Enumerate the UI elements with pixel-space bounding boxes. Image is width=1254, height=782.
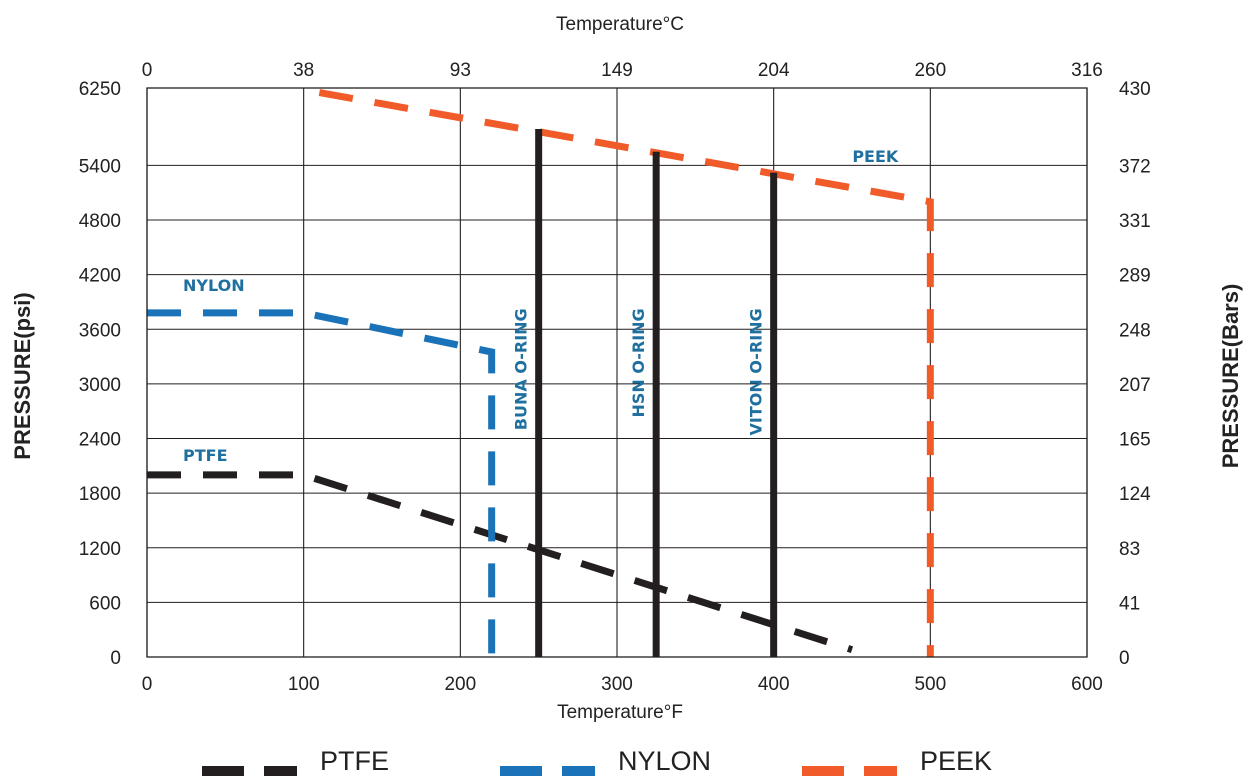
o-ring-label: HSN O-RING bbox=[629, 308, 648, 417]
series-layer bbox=[147, 89, 934, 657]
x-tick-label: 400 bbox=[758, 674, 790, 695]
y-tick-label: 3600 bbox=[79, 320, 121, 341]
legend-item-ptfe: PTFE bbox=[202, 746, 389, 776]
series-label-peek: PEEK bbox=[852, 147, 899, 166]
y2-tick-label: 41 bbox=[1119, 593, 1140, 614]
series-line-ptfe bbox=[147, 471, 854, 654]
x-tick-label: 100 bbox=[288, 674, 320, 695]
x2-tick-label: 204 bbox=[758, 60, 790, 81]
grid bbox=[146, 87, 1088, 658]
y-tick-label: 5400 bbox=[79, 156, 121, 177]
x-tick-label: 600 bbox=[1071, 674, 1103, 695]
y-axis-title: PRESSURE(psi) bbox=[10, 292, 35, 459]
y-tick-label: 2400 bbox=[79, 430, 121, 451]
x-tick-label: 0 bbox=[142, 674, 153, 695]
x2-tick-label: 93 bbox=[450, 60, 471, 81]
y2-tick-label: 372 bbox=[1119, 156, 1151, 177]
y-tick-label: 4800 bbox=[79, 211, 121, 232]
legend-label: PEEK bbox=[920, 746, 992, 776]
x-tick-label: 500 bbox=[914, 674, 946, 695]
legend-label: PTFE bbox=[320, 746, 389, 776]
x-tick-label: 200 bbox=[444, 674, 476, 695]
legend: PTFE NYLON PEEK bbox=[202, 746, 992, 776]
x2-tick-label: 0 bbox=[142, 60, 153, 81]
x2-axis-title: Temperature°C bbox=[556, 14, 684, 35]
y-tick-label: 3000 bbox=[79, 375, 121, 396]
legend-label: NYLON bbox=[618, 746, 711, 776]
series-label-nylon: NYLON bbox=[183, 276, 245, 295]
y2-tick-label: 331 bbox=[1119, 211, 1151, 232]
x2-tick-label: 38 bbox=[293, 60, 314, 81]
y2-tick-label: 124 bbox=[1119, 484, 1151, 505]
y-tick-label: 1800 bbox=[79, 484, 121, 505]
x-tick-label: 300 bbox=[601, 674, 633, 695]
labels-layer: PTFE NYLON PEEK BUNA O-RING HSN O-RING VITON … bbox=[183, 147, 899, 465]
o-ring-label: VITON O-RING bbox=[747, 308, 766, 435]
series-line-peek bbox=[318, 89, 934, 657]
legend-item-nylon: NYLON bbox=[500, 746, 711, 776]
y2-tick-label: 430 bbox=[1119, 79, 1151, 100]
x2-tick-label: 149 bbox=[601, 60, 633, 81]
o-ring-label: BUNA O-RING bbox=[512, 308, 531, 430]
series-label-ptfe: PTFE bbox=[183, 446, 228, 465]
y2-tick-label: 83 bbox=[1119, 539, 1140, 560]
y-tick-label: 0 bbox=[110, 648, 121, 669]
x2-tick-label: 316 bbox=[1071, 60, 1103, 81]
x2-tick-label: 260 bbox=[914, 60, 946, 81]
y-tick-label: 600 bbox=[89, 593, 121, 614]
y-tick-label: 4200 bbox=[79, 266, 121, 287]
series-line-nylon bbox=[147, 309, 496, 657]
y2-tick-label: 248 bbox=[1119, 320, 1151, 341]
y2-tick-label: 0 bbox=[1119, 648, 1130, 669]
x-axis-title: Temperature°F bbox=[557, 702, 683, 723]
o-ring-layer bbox=[535, 128, 778, 657]
y2-tick-label: 165 bbox=[1119, 430, 1151, 451]
y-tick-label: 1200 bbox=[79, 539, 121, 560]
legend-item-peek: PEEK bbox=[802, 746, 992, 776]
y2-axis-title: PRESSURE(Bars) bbox=[1218, 284, 1243, 469]
y2-tick-label: 289 bbox=[1119, 266, 1151, 287]
plot-frame bbox=[146, 87, 1088, 658]
y2-tick-label: 207 bbox=[1119, 375, 1151, 396]
y-tick-label: 6250 bbox=[79, 79, 121, 100]
